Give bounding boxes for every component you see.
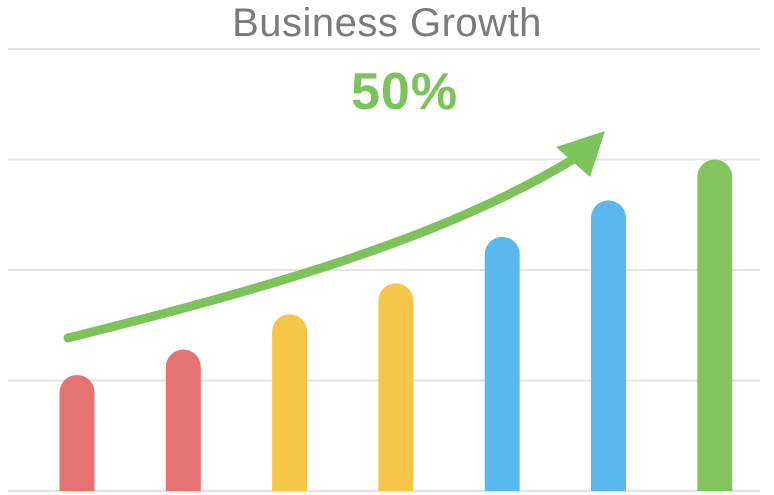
bar-5 — [484, 236, 520, 491]
trend-arrow-head — [556, 131, 605, 177]
bar-7 — [697, 159, 733, 491]
bar-1 — [59, 374, 95, 491]
chart-title: Business Growth — [232, 1, 542, 45]
bar-2 — [165, 349, 201, 491]
bar-4 — [378, 283, 414, 491]
trend-arrow-shaft — [63, 155, 577, 343]
bar-6 — [591, 200, 626, 491]
growth-percentage-label: 50% — [351, 63, 459, 121]
bars — [59, 159, 733, 491]
bar-3 — [272, 314, 308, 491]
trend-arrow — [63, 131, 605, 343]
